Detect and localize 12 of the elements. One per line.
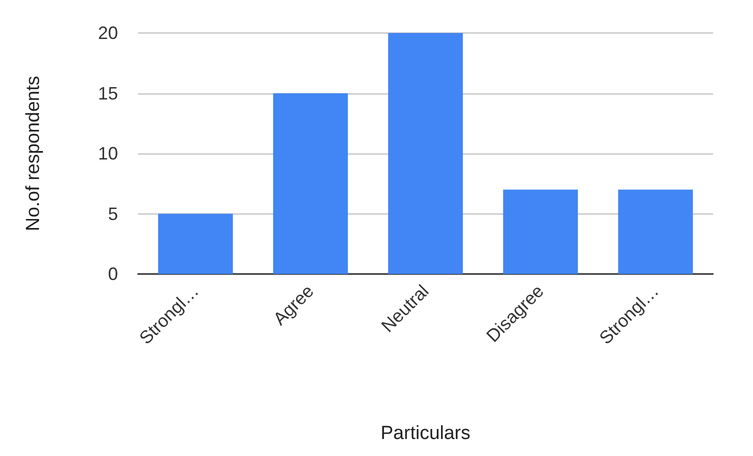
bar — [618, 190, 693, 274]
y-tick-label: 10 — [98, 144, 118, 164]
y-tick-label: 0 — [108, 264, 118, 284]
y-axis-title: No.of respondents — [23, 76, 44, 232]
bar — [273, 93, 348, 274]
x-axis-title: Particulars — [380, 423, 470, 444]
y-tick-label: 20 — [98, 23, 118, 43]
bar — [388, 33, 463, 274]
y-tick-label: 15 — [98, 83, 118, 104]
bar — [158, 214, 233, 274]
y-tick-label: 5 — [108, 204, 118, 224]
bar — [503, 190, 578, 274]
